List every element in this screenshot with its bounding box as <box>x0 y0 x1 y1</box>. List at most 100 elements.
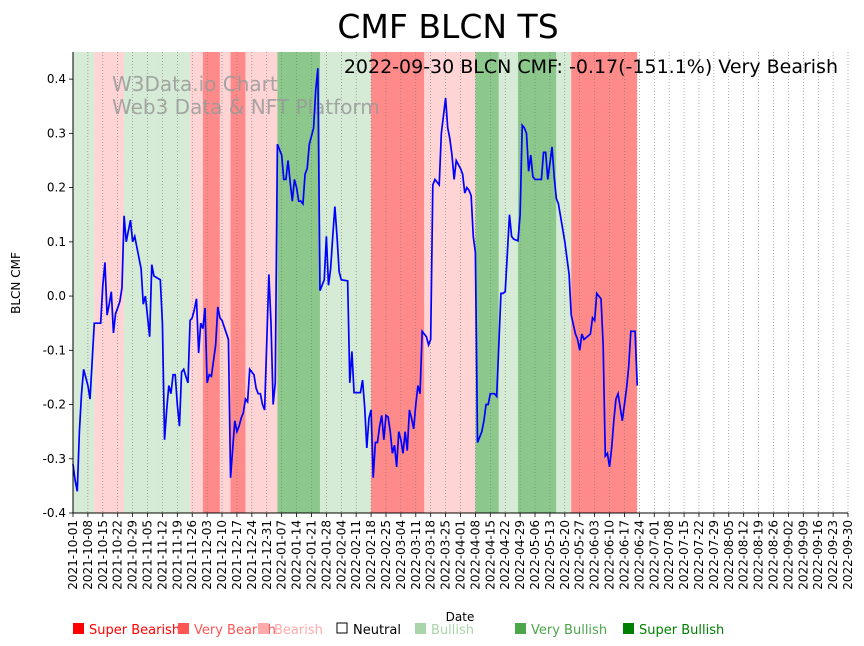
region-bullish-18 <box>498 52 518 513</box>
y-tick-label: 0.0 <box>47 289 66 303</box>
region-bullish-4 <box>153 52 163 513</box>
region-very-bullish-17 <box>475 52 499 513</box>
legend-swatch-4 <box>415 623 426 634</box>
x-tick-label: 2022-09-16 <box>811 520 825 590</box>
x-axis-ticks: 2021-10-01 2021-10-08 2021-10-15 2021-10-22… <box>66 513 855 590</box>
y-tick-label: -0.1 <box>43 343 66 357</box>
region-very-bullish-19 <box>517 52 557 513</box>
legend-label: Super Bearish <box>89 623 180 638</box>
signal-regions <box>73 52 638 513</box>
x-tick-label: 2021-12-31 <box>260 520 274 590</box>
x-tick-label: 2021-10-01 <box>66 520 80 590</box>
x-tick-label: 2022-04-08 <box>468 520 482 590</box>
region-bearish-11 <box>266 52 278 513</box>
x-tick-label: 2022-03-04 <box>394 520 408 590</box>
latest-value-annotation: 2022-09-30 BLCN CMF: -0.17(-151.1%) Very… <box>344 56 838 78</box>
y-tick-label: 0.3 <box>47 126 66 140</box>
region-very-bearish-7 <box>202 52 220 513</box>
legend-label: Very Bearish <box>194 623 276 638</box>
region-bullish-20 <box>556 52 572 513</box>
x-tick-label: 2022-08-26 <box>766 520 780 590</box>
x-tick-label: 2022-06-17 <box>617 520 631 590</box>
region-bearish-10 <box>245 52 267 513</box>
x-tick-label: 2022-07-01 <box>647 520 661 590</box>
legend-label: Neutral <box>353 623 401 638</box>
x-tick-label: 2021-11-05 <box>141 520 155 590</box>
region-bearish-1 <box>94 52 103 513</box>
y-tick-label: -0.4 <box>43 506 66 520</box>
x-tick-label: 2022-06-24 <box>632 520 646 590</box>
region-bearish-6 <box>190 52 203 513</box>
region-neutral-bullish-0 <box>73 52 95 513</box>
x-tick-label: 2022-02-18 <box>364 520 378 590</box>
legend-swatch-3 <box>336 622 348 634</box>
region-very-bearish-21 <box>571 52 610 513</box>
x-tick-label: 2021-10-22 <box>111 520 125 590</box>
cmf-series-line <box>72 68 639 492</box>
x-tick-label: 2021-11-19 <box>170 520 184 590</box>
x-tick-label: 2022-07-22 <box>692 520 706 590</box>
x-tick-label: 2022-07-08 <box>662 520 676 590</box>
x-tick-label: 2022-09-09 <box>796 520 810 590</box>
x-tick-label: 2022-07-15 <box>677 520 691 590</box>
x-tick-label: 2022-04-15 <box>483 520 497 590</box>
y-tick-label: 0.1 <box>47 235 66 249</box>
watermark: W3Data.io Chart Web3 Data & NFT Platform <box>112 72 380 119</box>
x-tick-label: 2021-11-26 <box>185 520 199 590</box>
y-axis-label: BLCN CMF <box>9 252 23 314</box>
chart-title: CMF BLCN TS <box>337 7 558 46</box>
x-tick-label: 2022-05-13 <box>543 520 557 590</box>
x-tick-label: 2021-10-15 <box>96 520 110 590</box>
x-tick-label: 2022-03-11 <box>409 520 423 590</box>
y-axis-ticks: -0.4 -0.3 -0.2 -0.1 0.0 0.1 0.2 0.3 0.4 <box>43 72 73 520</box>
y-tick-label: -0.3 <box>43 452 66 466</box>
legend-swatch-0 <box>73 623 84 634</box>
legend-swatch-6 <box>623 623 634 634</box>
region-bullish-3 <box>124 52 154 513</box>
x-tick-label: 2022-04-01 <box>454 520 468 590</box>
region-bullish-5 <box>162 52 191 513</box>
x-tick-label: 2021-12-03 <box>200 520 214 590</box>
x-axis-label: Date <box>446 610 475 624</box>
x-tick-label: 2021-11-12 <box>155 520 169 590</box>
x-tick-label: 2021-12-24 <box>245 520 259 590</box>
x-tick-label: 2022-03-25 <box>439 520 453 590</box>
x-tick-label: 2021-10-08 <box>81 520 95 590</box>
x-tick-label: 2021-12-10 <box>215 520 229 590</box>
date-gridlines <box>72 52 849 513</box>
x-tick-label: 2022-01-14 <box>290 520 304 590</box>
x-tick-label: 2022-05-06 <box>528 520 542 590</box>
x-tick-label: 2021-10-29 <box>126 520 140 590</box>
x-tick-label: 2022-05-20 <box>558 520 572 590</box>
region-very-bearish-9 <box>230 52 246 513</box>
watermark-line-2: Web3 Data & NFT Platform <box>112 95 380 119</box>
x-tick-label: 2022-08-19 <box>752 520 766 590</box>
y-tick-label: -0.2 <box>43 398 66 412</box>
legend-label: Very Bullish <box>531 623 607 638</box>
region-bearish-2 <box>102 52 125 513</box>
x-tick-label: 2022-01-07 <box>275 520 289 590</box>
legend-label: Bullish <box>431 623 474 638</box>
legend-swatch-1 <box>178 623 189 634</box>
x-tick-label: 2022-09-23 <box>826 520 840 590</box>
legend-label: Bearish <box>274 623 323 638</box>
x-tick-label: 2022-04-29 <box>513 520 527 590</box>
x-tick-label: 2022-07-29 <box>707 520 721 590</box>
x-tick-label: 2022-08-05 <box>722 520 736 590</box>
x-tick-label: 2022-04-22 <box>498 520 512 590</box>
x-tick-label: 2022-01-21 <box>304 520 318 590</box>
y-tick-label: 0.2 <box>47 181 66 195</box>
x-tick-label: 2022-03-18 <box>424 520 438 590</box>
x-tick-label: 2021-12-17 <box>230 520 244 590</box>
x-tick-label: 2022-09-30 <box>841 520 855 590</box>
legend-swatch-5 <box>515 623 526 634</box>
x-tick-label: 2022-02-11 <box>349 520 363 590</box>
legend-label: Super Bullish <box>639 623 724 638</box>
x-tick-label: 2022-09-02 <box>781 520 795 590</box>
x-tick-label: 2022-06-10 <box>603 520 617 590</box>
x-tick-label: 2022-06-03 <box>588 520 602 590</box>
region-very-bearish-22 <box>609 52 638 513</box>
x-tick-label: 2022-02-04 <box>334 520 348 590</box>
